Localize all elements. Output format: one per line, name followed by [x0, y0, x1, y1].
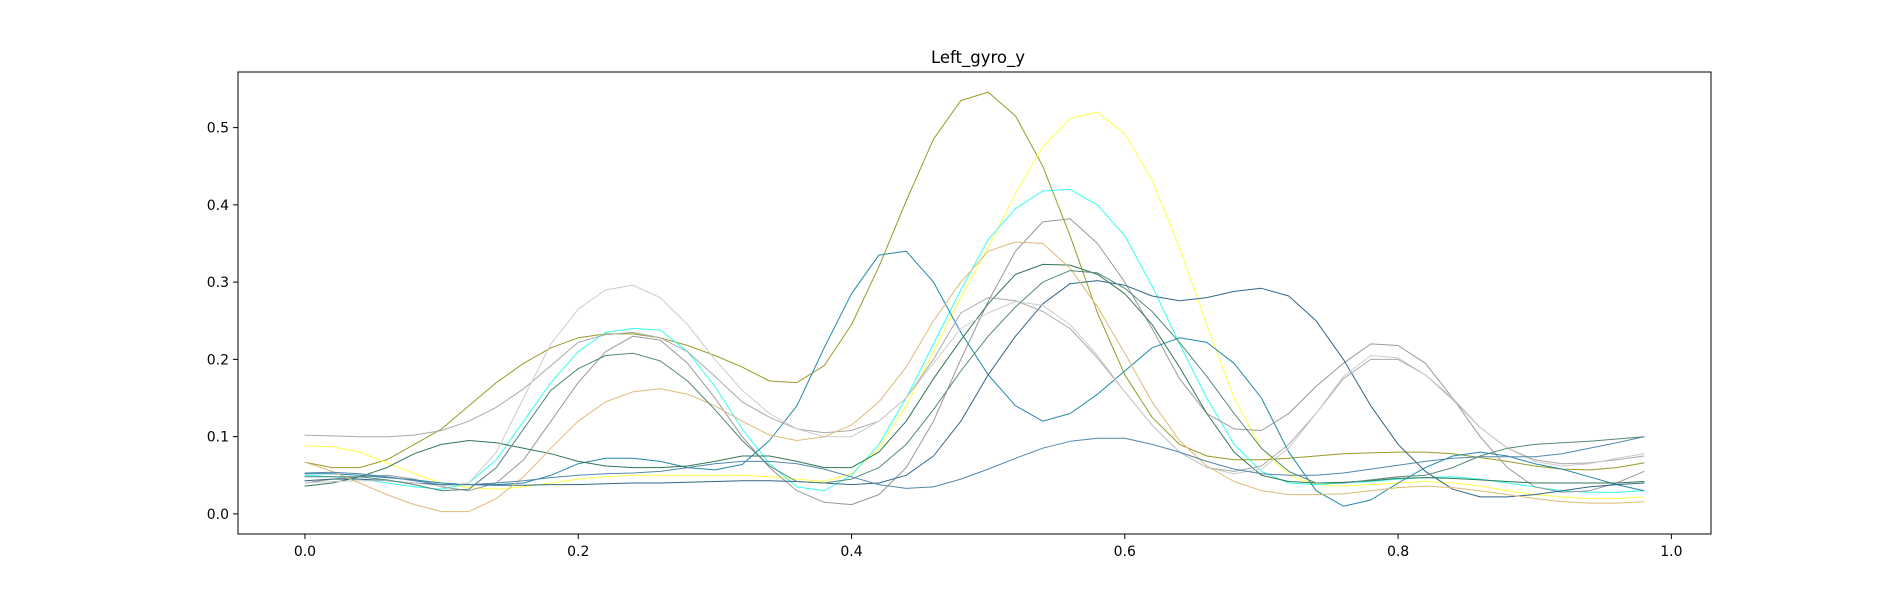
series-line-5	[304, 250, 1645, 507]
chart-title: Left_gyro_y	[931, 48, 1025, 68]
x-axis: 0.0 0.2 0.4 0.6 0.8 1.0	[294, 534, 1683, 560]
plot-frame	[237, 71, 1712, 535]
y-tick-label: 0.4	[207, 198, 229, 214]
series-line-2	[304, 111, 1645, 499]
series-line-3	[304, 188, 1645, 493]
x-tick-label: 0.4	[840, 544, 862, 560]
y-tick-label: 0.5	[207, 121, 229, 137]
series-line-11	[304, 270, 1645, 492]
series-line-10	[304, 241, 1645, 513]
x-tick-label: 0.2	[567, 544, 589, 560]
series-line-7	[304, 263, 1645, 487]
x-tick-label: 1.0	[1660, 544, 1682, 560]
y-tick-label: 0.3	[207, 275, 229, 291]
series-line-8	[304, 297, 1645, 472]
series-line-4	[304, 218, 1645, 506]
series-line-1	[304, 91, 1645, 471]
y-tick-label: 0.0	[207, 507, 229, 523]
y-tick-label: 0.1	[207, 430, 229, 446]
series-line-12	[304, 436, 1645, 489]
x-tick-label: 0.6	[1114, 544, 1136, 560]
series-line-6	[304, 280, 1645, 498]
x-tick-label: 0.0	[294, 544, 316, 560]
x-tick-label: 0.8	[1387, 544, 1409, 560]
y-axis: 0.0 0.1 0.2 0.3 0.4 0.5	[207, 121, 238, 523]
y-tick-label: 0.2	[207, 352, 229, 368]
series-layer	[304, 91, 1645, 513]
series-line-9	[304, 284, 1645, 487]
